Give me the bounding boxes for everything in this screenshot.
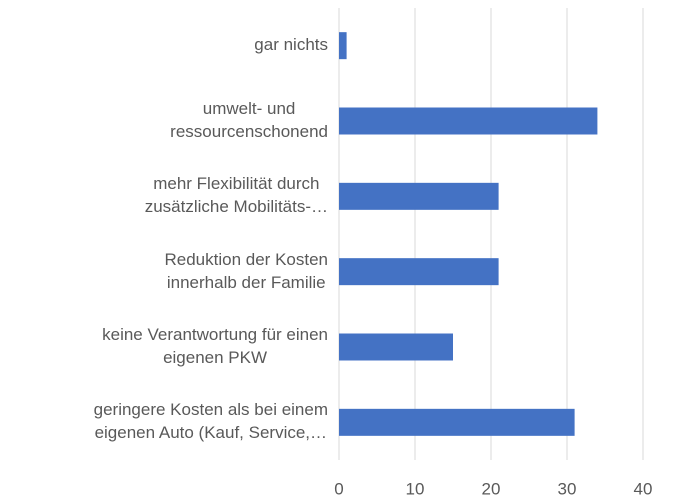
x-tick-label: 20 — [482, 479, 501, 498]
x-tick-label: 10 — [406, 479, 425, 498]
y-tick-label: gar nichts — [254, 35, 328, 55]
bar — [339, 258, 499, 286]
x-tick-label: 40 — [634, 479, 653, 498]
bar — [339, 32, 347, 60]
bar — [339, 107, 598, 135]
x-tick-label: 0 — [334, 479, 343, 498]
bar — [339, 408, 575, 436]
y-tick-label: Reduktion der Kosten innerhalb der Famil… — [164, 249, 329, 292]
bar — [339, 182, 499, 210]
y-tick-label: geringere Kosten als bei einem eigenen A… — [93, 400, 328, 443]
y-tick-label: keine Verantwortung für einen eigenen PK… — [102, 325, 328, 367]
bar — [339, 333, 453, 361]
y-tick-label: umwelt- und ressourcenschonend — [170, 99, 328, 141]
y-tick-label: mehr Flexibilität durch zusätzliche Mobi… — [144, 174, 328, 217]
x-tick-label: 30 — [558, 479, 577, 498]
